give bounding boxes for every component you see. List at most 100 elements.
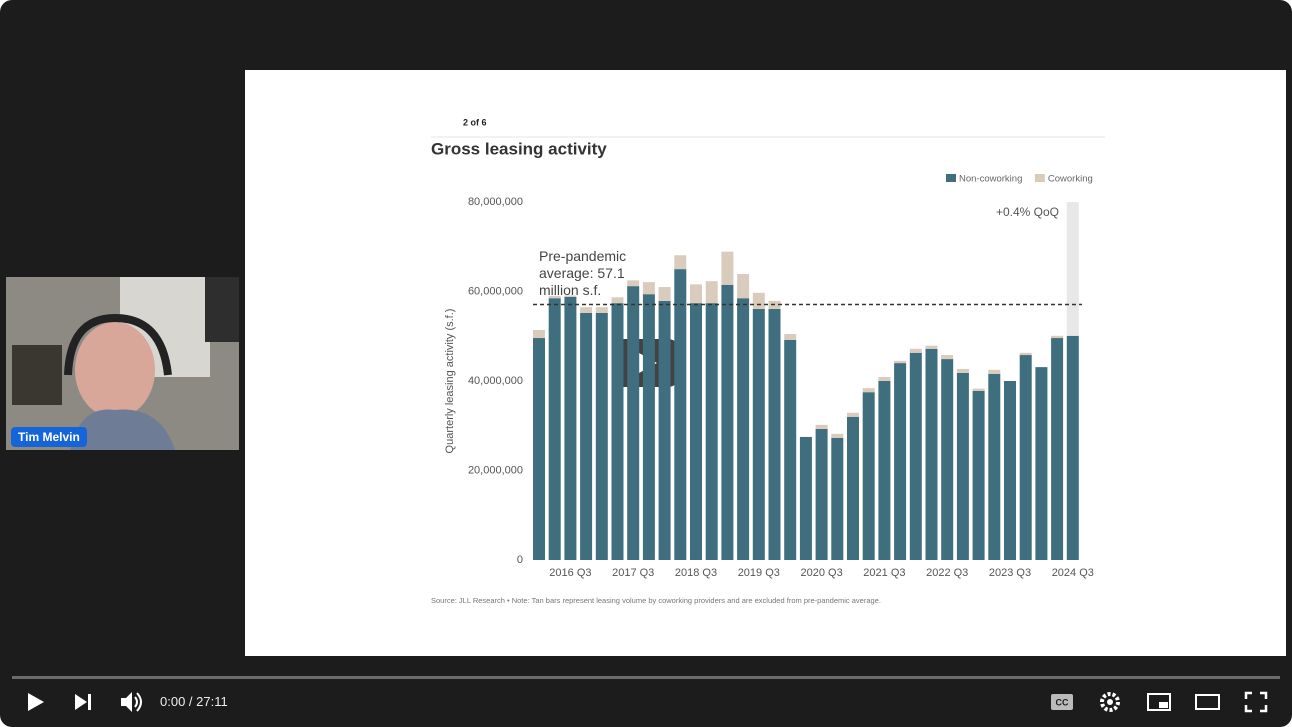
bar-segment <box>799 436 812 560</box>
bar-segment <box>627 286 640 560</box>
next-button[interactable] <box>75 694 91 710</box>
y-axis-label: Quarterly leasing activity (s.f.) <box>444 309 456 454</box>
bar-segment <box>533 329 545 339</box>
bar-segment <box>988 369 1001 374</box>
bar-segment <box>862 392 875 560</box>
bar-segment <box>752 308 765 560</box>
bar-segment <box>815 424 828 429</box>
source-note: Source: JLL Research • Note: Tan bars re… <box>431 596 881 605</box>
bar-segment <box>909 348 922 353</box>
x-tick-label: 2023 Q3 <box>989 567 1031 579</box>
bar-segment <box>642 282 655 295</box>
bar-segment <box>941 355 954 360</box>
volume-button[interactable] <box>121 692 142 712</box>
theater-button[interactable] <box>1195 694 1220 710</box>
bar-segment <box>909 352 922 560</box>
bar-segment <box>1066 202 1079 336</box>
bar-segment <box>988 373 1001 560</box>
bar-segment <box>1066 335 1079 560</box>
x-tick-label: 2019 Q3 <box>738 567 780 579</box>
bar-segment <box>658 287 671 301</box>
bar-segment <box>878 376 891 381</box>
bar-segment <box>580 312 593 560</box>
legend-label: Coworking <box>1048 174 1093 185</box>
bar-segment <box>580 307 593 313</box>
bar-segment <box>956 368 969 373</box>
bar-segment <box>595 312 608 560</box>
bar-segment <box>847 416 859 560</box>
bar-segment <box>956 372 969 560</box>
bar-segment <box>847 412 859 417</box>
bar-segment <box>705 303 718 560</box>
reference-label: Pre-pandemic average: 57.1 million s.f. <box>539 248 627 298</box>
bar-segment <box>784 339 797 560</box>
bar-segment <box>674 269 687 560</box>
progress-bar[interactable] <box>12 676 1280 679</box>
miniplayer-button[interactable] <box>1147 693 1171 711</box>
bar-segment <box>721 251 734 285</box>
webcam <box>6 277 239 450</box>
bar-segment <box>533 338 545 560</box>
bar-segment <box>1019 355 1032 560</box>
bar-segment <box>831 437 844 560</box>
bar-segment <box>815 428 828 560</box>
bar-segment <box>658 300 671 560</box>
bar-segment <box>862 388 875 393</box>
bar-segment <box>674 255 687 270</box>
svg-text:CC: CC <box>1056 697 1069 707</box>
play-button[interactable] <box>28 693 44 711</box>
chart-title: Gross leasing activity <box>431 139 607 158</box>
bar-segment <box>595 307 608 313</box>
bar-segment <box>548 298 561 560</box>
slide <box>245 70 1286 656</box>
bar-segment <box>737 298 750 560</box>
page-label: 2 of 6 <box>463 117 487 127</box>
legend-swatch <box>946 174 956 182</box>
y-tick-label: 40,000,000 <box>468 375 523 387</box>
x-tick-label: 2022 Q3 <box>926 567 968 579</box>
bar-segment <box>1004 381 1016 560</box>
bar-segment <box>831 433 844 438</box>
bar-segment <box>564 295 577 297</box>
bar-segment <box>737 274 750 299</box>
time-display: 0:00 / 27:11 <box>160 694 228 709</box>
bar-segment <box>705 281 718 304</box>
y-tick-label: 60,000,000 <box>468 285 523 297</box>
bar-segment <box>972 388 985 391</box>
settings-button[interactable] <box>1100 692 1120 712</box>
x-tick-label: 2020 Q3 <box>800 567 842 579</box>
bar-segment <box>690 284 702 304</box>
bar-segment <box>1035 367 1048 560</box>
bar-segment <box>611 303 624 560</box>
captions-button[interactable]: CC <box>1051 694 1073 710</box>
bar-segment <box>941 359 954 560</box>
bar-segment <box>721 284 734 560</box>
x-tick-label: 2021 Q3 <box>863 567 905 579</box>
bar-segment <box>878 381 891 560</box>
bar-segment <box>1019 352 1032 356</box>
bar-segment <box>1051 335 1064 339</box>
bar-segment <box>564 296 577 560</box>
bar-segment <box>768 308 781 560</box>
legend-swatch <box>1034 174 1045 182</box>
bar-segment <box>690 303 702 560</box>
x-tick-label: 2024 Q3 <box>1052 567 1094 579</box>
bar-segment <box>972 390 985 560</box>
x-tick-label: 2018 Q3 <box>675 567 717 579</box>
bar-segment <box>627 280 640 287</box>
bar-segment <box>925 348 938 560</box>
legend-label: Non-coworking <box>959 174 1022 185</box>
bar-segment <box>611 297 624 304</box>
bar-segment <box>642 294 655 560</box>
presenter-name: Tim Melvin <box>11 427 87 447</box>
fullscreen-button[interactable] <box>1244 691 1268 713</box>
y-tick-label: 0 <box>517 554 523 566</box>
bar-segment <box>784 334 797 340</box>
y-tick-label: 20,000,000 <box>468 464 523 476</box>
bar-segment <box>925 345 938 349</box>
x-tick-label: 2016 Q3 <box>549 567 591 579</box>
bar-segment <box>894 363 907 560</box>
bar-segment <box>1051 338 1064 560</box>
